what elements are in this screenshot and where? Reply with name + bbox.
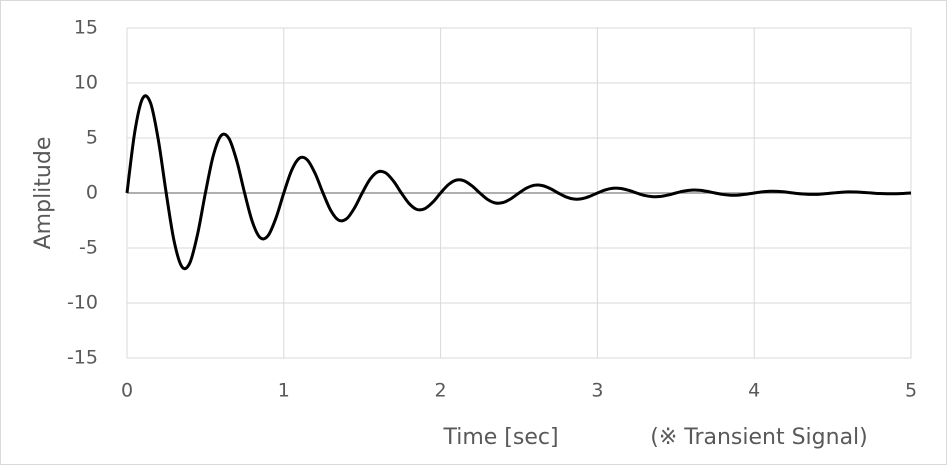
y-tick-label: -15 <box>67 347 98 369</box>
series-line <box>125 94 912 271</box>
y-tick-label: -5 <box>79 237 98 259</box>
y-tick-label: 5 <box>86 127 98 149</box>
x-tick-label: 2 <box>435 380 447 402</box>
x-tick-label: 4 <box>748 380 760 402</box>
x-tick-label: 3 <box>591 380 603 402</box>
y-axis-label: Amplitude <box>31 137 56 250</box>
x-tick-label: 1 <box>278 380 290 402</box>
x-tick-label: 5 <box>905 380 917 402</box>
y-tick-label: 15 <box>74 17 98 39</box>
y-tick-label: -10 <box>67 292 98 314</box>
y-tick-label: 10 <box>74 72 98 94</box>
y-tick-label: 0 <box>86 182 98 204</box>
annotation: (※ Transient Signal) <box>650 425 868 450</box>
x-axis-label: Time [sec] <box>442 425 558 450</box>
x-tick-label: 0 <box>121 380 133 402</box>
